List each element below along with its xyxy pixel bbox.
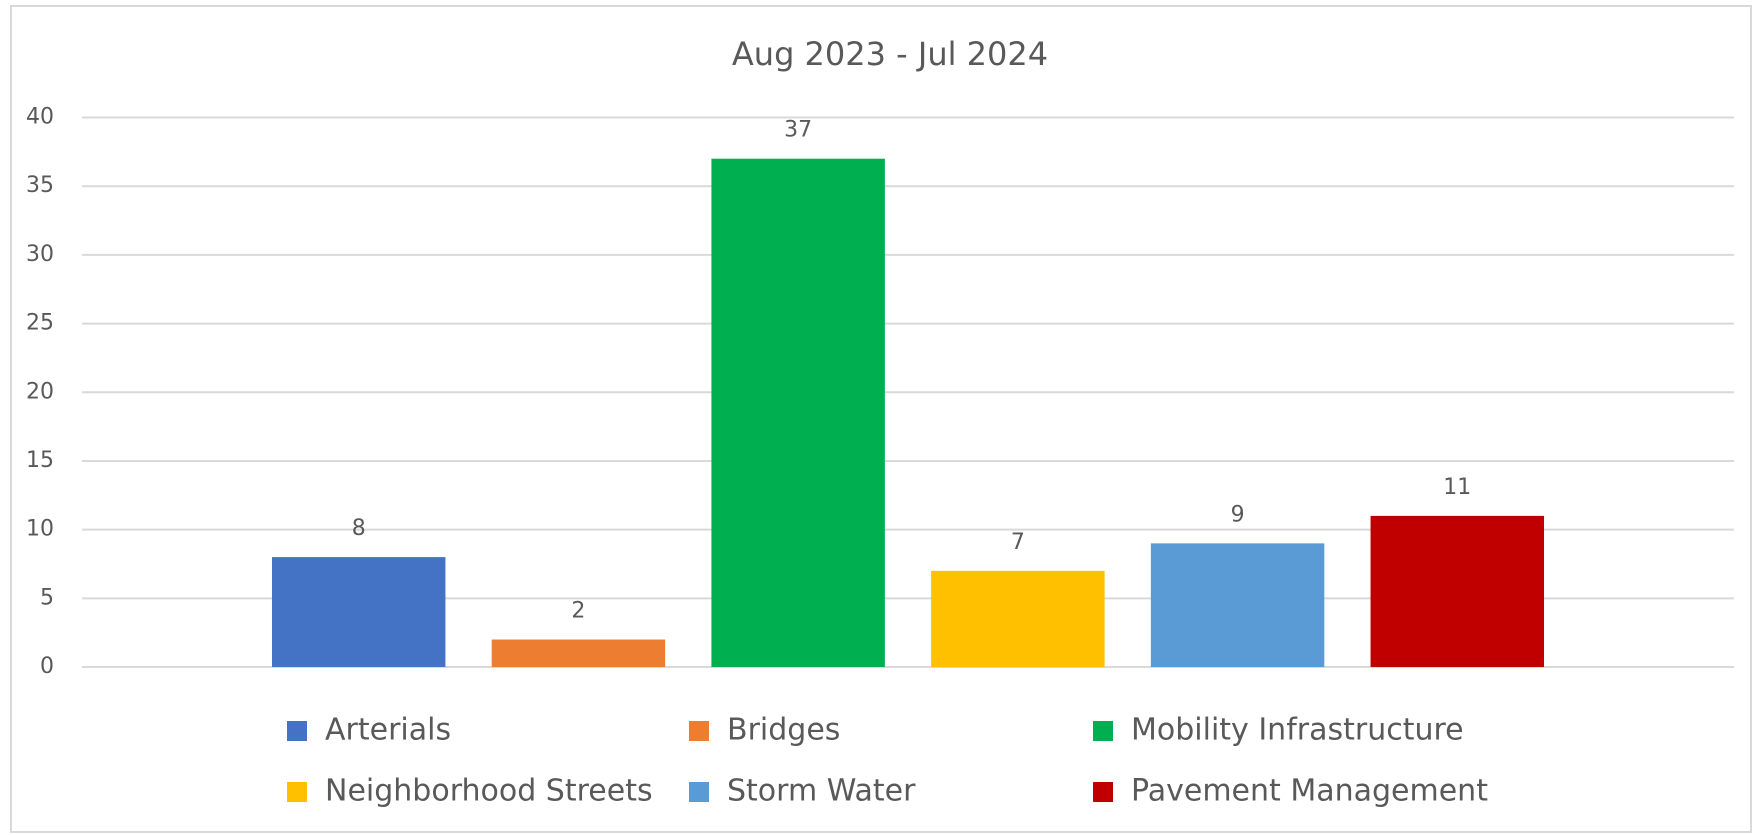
- data-label: 2: [571, 599, 585, 624]
- y-tick-label: 0: [40, 654, 54, 679]
- data-label: 9: [1231, 502, 1245, 527]
- legend-swatch: [287, 721, 307, 741]
- legend-swatch: [689, 782, 709, 802]
- y-tick-label: 30: [26, 242, 54, 267]
- legend-label: Mobility Infrastructure: [1131, 713, 1464, 748]
- legend-label: Pavement Management: [1131, 774, 1488, 809]
- y-tick-label: 40: [26, 105, 54, 130]
- data-label: 37: [784, 118, 812, 143]
- y-tick-label: 35: [26, 173, 54, 198]
- data-label: 11: [1443, 475, 1471, 500]
- legend-label: Storm Water: [727, 774, 916, 809]
- y-tick-label: 5: [40, 585, 54, 610]
- legend-swatch: [1093, 721, 1113, 741]
- bar: [491, 639, 666, 667]
- bar: [711, 158, 885, 667]
- data-label: 7: [1011, 530, 1025, 555]
- bar: [1370, 515, 1545, 667]
- legend-swatch: [1093, 782, 1113, 802]
- chart-title: Aug 2023 - Jul 2024: [732, 35, 1048, 73]
- bar: [931, 570, 1105, 667]
- legend-swatch: [689, 721, 709, 741]
- data-label: 8: [352, 516, 366, 541]
- bar: [1150, 543, 1325, 667]
- y-tick-label: 25: [26, 311, 54, 336]
- legend-label: Neighborhood Streets: [325, 774, 653, 809]
- y-tick-label: 15: [26, 448, 54, 473]
- y-tick-label: 10: [26, 517, 54, 542]
- bar: [271, 557, 446, 667]
- legend-swatch: [287, 782, 307, 802]
- legend-label: Arterials: [325, 713, 451, 748]
- y-tick-label: 20: [26, 379, 54, 404]
- legend-label: Bridges: [727, 713, 840, 748]
